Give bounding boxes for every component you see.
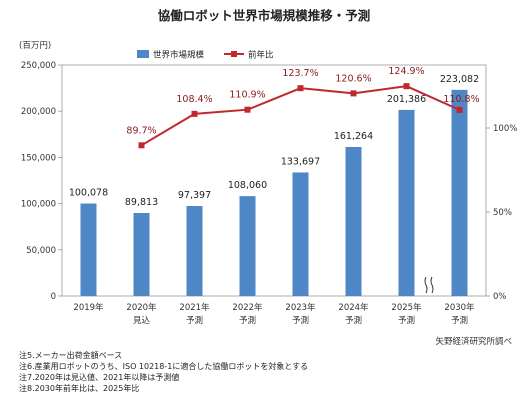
x-tick-sublabel: 予測 [292, 315, 309, 326]
bar [186, 206, 203, 296]
bar-value-label: 100,078 [69, 188, 108, 199]
x-tick-label: 2023年 [285, 302, 316, 313]
x-tick-sublabel: 予測 [451, 315, 468, 326]
bar-series: 100,078 89,813 97,397 108,060 133,697 161,264… [69, 74, 479, 297]
x-tick-sublabel: 予測 [345, 315, 362, 326]
bar [451, 89, 468, 297]
left-tick-label: 50,000 [26, 246, 56, 256]
source-label: 矢野経済研究所調べ [435, 336, 512, 347]
line-point [403, 83, 410, 90]
bar [345, 146, 362, 296]
x-tick-label: 2021年 [179, 302, 210, 313]
line-value-label: 89.7% [126, 125, 156, 136]
bar-value-label: 161,264 [334, 131, 373, 142]
legend-label-bar: 世界市場規模 [153, 50, 205, 61]
line-value-label: 124.9% [388, 66, 424, 77]
left-tick-label: 200,000 [21, 107, 56, 117]
line-value-label: 110.9% [229, 90, 265, 101]
bar-value-label: 97,397 [178, 190, 211, 201]
line-value-label: 123.7% [282, 68, 318, 79]
x-tick-label: 2024年 [338, 302, 369, 313]
bar [133, 213, 150, 296]
line-value-label: 110.8% [443, 94, 479, 105]
legend-swatch-line-marker [231, 51, 237, 57]
line-value-label: 120.6% [335, 73, 371, 84]
bar [398, 109, 415, 296]
bar-value-label: 201,386 [387, 94, 426, 105]
left-tick-label: 150,000 [21, 153, 56, 163]
line-point [191, 110, 198, 117]
left-axis: 0 50,000 100,000 150,000 200,000 250,000 [21, 61, 62, 302]
note-5: 注5.メーカー出荷金額ベース [19, 350, 122, 360]
x-tick-label: 2025年 [391, 302, 422, 313]
note-6: 注6.産業用ロボットのうち、ISO 10218-1に適合した協働ロボットを対象と… [19, 361, 308, 371]
line-series: 89.7% 108.4% 110.9% 123.7% 120.6% 124.9% 110.8… [126, 66, 480, 149]
bar [239, 196, 256, 296]
notes: 注5.メーカー出荷金額ベース 注6.産業用ロボットのうち、ISO 10218-1… [19, 350, 308, 393]
legend: 世界市場規模 前年比 [137, 50, 274, 61]
x-tick-label: 2030年 [444, 302, 475, 313]
x-tick-sublabel: 予測 [398, 315, 415, 326]
left-axis-unit-label: (百万円) [19, 41, 51, 51]
chart-title: 協働ロボット世界市場規模推移・予測 [158, 8, 371, 23]
plot-area [61, 64, 487, 297]
right-axis: 0% 50% 100% [486, 124, 517, 302]
left-tick-label: 100,000 [21, 200, 56, 210]
bar-value-label: 89,813 [125, 197, 158, 208]
axis-break-icon [424, 276, 434, 294]
line-point [244, 106, 251, 113]
bar [292, 172, 309, 296]
x-tick-label: 2020年 [126, 302, 157, 313]
bar-value-label: 223,082 [440, 74, 479, 85]
note-7: 注7.2020年は見込値、2021年以降は予測値 [19, 372, 179, 382]
x-tick-sublabel: 予測 [186, 315, 203, 326]
x-tick-sublabel: 見込 [133, 315, 151, 326]
bar-value-label: 108,060 [228, 180, 267, 191]
line-point [456, 106, 463, 113]
left-tick-label: 250,000 [21, 61, 56, 71]
x-tick-sublabel: 予測 [239, 315, 256, 326]
line-point [350, 90, 357, 97]
legend-swatch-bar [137, 50, 149, 58]
plot-frame [61, 64, 487, 297]
right-tick-label: 0% [493, 292, 507, 302]
left-tick-label: 0 [51, 292, 56, 302]
note-8: 注8.2030年前年比は、2025年比 [19, 383, 139, 393]
x-tick-label: 2019年 [73, 302, 104, 313]
right-tick-label: 100% [493, 124, 517, 134]
x-tick-label: 2022年 [232, 302, 263, 313]
right-tick-label: 50% [493, 208, 512, 218]
line-point [297, 85, 304, 92]
bar-value-label: 133,697 [281, 156, 320, 167]
line-value-label: 108.4% [176, 94, 212, 105]
legend-label-line: 前年比 [248, 50, 274, 61]
bar [80, 203, 97, 296]
line-point [138, 142, 145, 149]
